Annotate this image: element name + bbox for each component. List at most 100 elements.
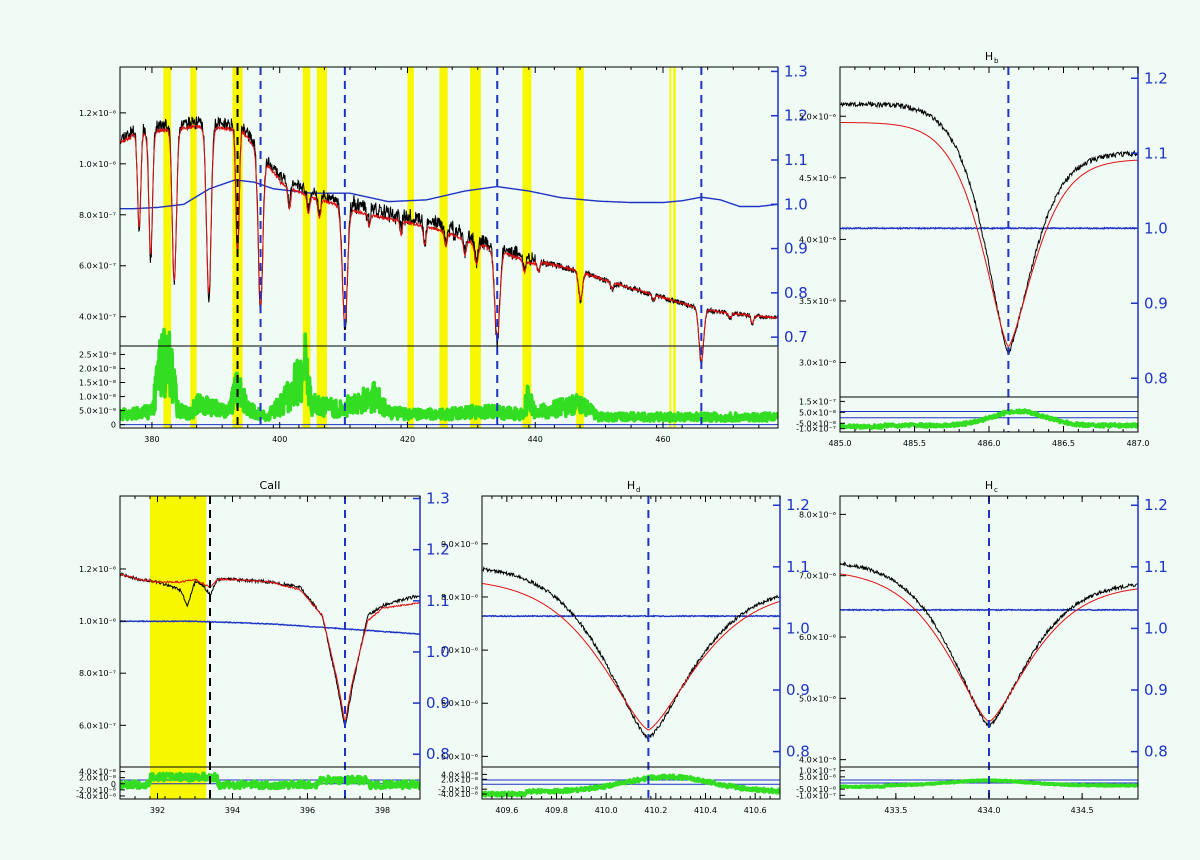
plot-area (840, 67, 1138, 432)
y-tick-label: 5.0×10⁻⁶ (799, 112, 836, 121)
y2-tick-label: 1.3 (426, 490, 450, 508)
residual-series (120, 327, 778, 423)
y-tick-label: 1.0×10⁻⁶ (79, 160, 116, 169)
x-tick-label: 410.4 (694, 806, 717, 815)
x-tick-label: 486.0 (978, 439, 1001, 448)
y2-tick-label: 0.7 (784, 328, 808, 346)
plot-area (482, 496, 780, 799)
x-tick-label: 409.6 (495, 806, 518, 815)
x-tick-label: 434.0 (978, 806, 1001, 815)
panel-title: CaII (260, 479, 281, 492)
continuum-series (840, 226, 1138, 231)
x-tick-label: 396 (300, 806, 315, 815)
mask-band (316, 67, 327, 428)
y2-tick-label: 1.2 (784, 107, 808, 125)
y2-tick-label: 1.1 (786, 558, 810, 576)
mask-band (522, 67, 532, 428)
panel-title-subscript: b (994, 57, 999, 65)
x-tick-label: 410.0 (595, 806, 618, 815)
y-tick-label: 6.0×10⁻⁶ (441, 699, 478, 708)
mask-band (470, 67, 481, 428)
x-tick-label: 400 (272, 435, 287, 444)
panel-title-subscript: c (994, 486, 998, 494)
mask-band (407, 67, 414, 428)
residual-tick-label: -5.0×10⁻⁸ (796, 785, 836, 794)
residual-tick-label: -2.0×10⁻⁸ (438, 785, 478, 794)
y-tick-label: 6.0×10⁻⁷ (79, 262, 116, 271)
y-tick-label: 8.0×10⁻⁷ (79, 211, 116, 220)
y2-tick-label: 0.9 (426, 694, 450, 712)
panel-title: H (985, 479, 993, 492)
residual-tick-label: 1.5×10⁻⁸ (79, 379, 116, 388)
residual-tick-label: 5.0×10⁻⁸ (799, 773, 836, 782)
residual-tick-label: -1.0×10⁻⁷ (796, 425, 836, 434)
y2-tick-label: 1.2 (1144, 496, 1168, 514)
y2-tick-label: 0.8 (1144, 369, 1168, 387)
residual-tick-label: 5.0×10⁻⁸ (799, 408, 836, 417)
observed-series (120, 116, 778, 366)
mask-band (163, 67, 172, 428)
panel-frame (839, 66, 1139, 433)
residual-series (840, 408, 1138, 430)
y-tick-label: 8.0×10⁻⁶ (799, 510, 836, 519)
panel-title-subscript: d (636, 486, 640, 494)
x-tick-label: 392 (150, 806, 165, 815)
panel-frame (481, 495, 781, 800)
y2-tick-label: 1.0 (786, 619, 810, 637)
residual-tick-label: 2.5×10⁻⁸ (79, 350, 116, 359)
y2-tick-label: 1.2 (1144, 69, 1168, 87)
y-tick-label: 3.5×10⁻⁶ (799, 297, 836, 306)
x-tick-label: 440 (528, 435, 543, 444)
x-tick-label: 420 (400, 435, 415, 444)
y-tick-label: 1.2×10⁻⁶ (79, 565, 116, 574)
y-tick-label: 6.0×10⁻⁷ (79, 721, 116, 730)
panel-title: H (985, 50, 993, 63)
panel-ca-ii: 392 394 396 398 1.2×10⁻⁶ 1.0×10⁻⁶ 8.0×10⁻⁷ 6.0×… (76, 479, 450, 815)
x-tick-label: 398 (375, 806, 390, 815)
panel-h-beta: 485.0 485.5 486.0 486.5 487.0 5.0×10⁻⁶ 4.5×10⁻… (796, 50, 1168, 448)
residual-tick-label: 1.5×10⁻⁷ (799, 397, 836, 406)
y2-tick-label: 1.3 (784, 62, 808, 80)
y-tick-label: 7.0×10⁻⁶ (799, 572, 836, 581)
mask-band (302, 67, 311, 428)
continuum-series (120, 619, 420, 636)
x-tick-label: 410.2 (644, 806, 667, 815)
residual-tick-label: 1.0×10⁻⁷ (799, 767, 836, 776)
plot-area (840, 496, 1138, 799)
residual-tick-label: 5.0×10⁻⁹ (79, 407, 116, 416)
y2-tick-label: 0.9 (784, 240, 808, 258)
y2-tick-label: 0.9 (786, 681, 810, 699)
y2-tick-label: 1.1 (1144, 144, 1168, 162)
model-series (840, 122, 1138, 347)
plot-area (120, 496, 420, 799)
y2-tick-label: 0.8 (786, 743, 810, 761)
y2-tick-label: 0.9 (1144, 294, 1168, 312)
observed-series (482, 566, 780, 741)
residual-tick-label: -1.0×10⁻⁷ (796, 791, 836, 800)
plot-area (120, 67, 778, 428)
residual-tick-label: -4.0×10⁻⁸ (438, 790, 478, 799)
y-tick-label: 9.0×10⁻⁶ (441, 540, 478, 549)
panel-full-spectrum: 380 400 420 440 460 1.2×10⁻⁶ 1.0×10⁻⁶ 8.0×10⁻⁷ 6… (79, 62, 808, 444)
observed-series (120, 571, 420, 727)
y2-tick-label: 1.1 (426, 592, 450, 610)
x-tick-label: 409.8 (545, 806, 568, 815)
y-tick-label: 8.0×10⁻⁶ (441, 593, 478, 602)
panel-h-gamma: 433.5 434.0 434.5 8.0×10⁻⁶ 7.0×10⁻⁶ 6.0×10⁻⁶ 5… (796, 479, 1168, 815)
mask-band (439, 67, 448, 428)
residual-tick-label: 1.0×10⁻⁸ (79, 393, 116, 402)
x-tick-label: 394 (225, 806, 240, 815)
panel-h-delta: 409.6 409.8 410.0 410.2 410.4 410.6 9.0×10⁻⁶ 8.… (438, 479, 810, 815)
y-tick-label: 5.0×10⁻⁶ (441, 752, 478, 761)
y2-tick-label: 1.0 (1144, 619, 1168, 637)
y2-tick-label: 1.1 (784, 151, 808, 169)
y-tick-label: 4.0×10⁻⁶ (799, 235, 836, 244)
model-series (482, 583, 780, 731)
y-tick-label: 1.0×10⁻⁶ (79, 617, 116, 626)
panel-title: H (627, 479, 635, 492)
residual-tick-label: -2.0×10⁻⁸ (76, 786, 116, 795)
y-tick-label: 3.0×10⁻⁶ (799, 359, 836, 368)
y2-tick-label: 1.1 (1144, 558, 1168, 576)
mask-band (576, 67, 584, 428)
x-tick-label: 380 (144, 435, 159, 444)
